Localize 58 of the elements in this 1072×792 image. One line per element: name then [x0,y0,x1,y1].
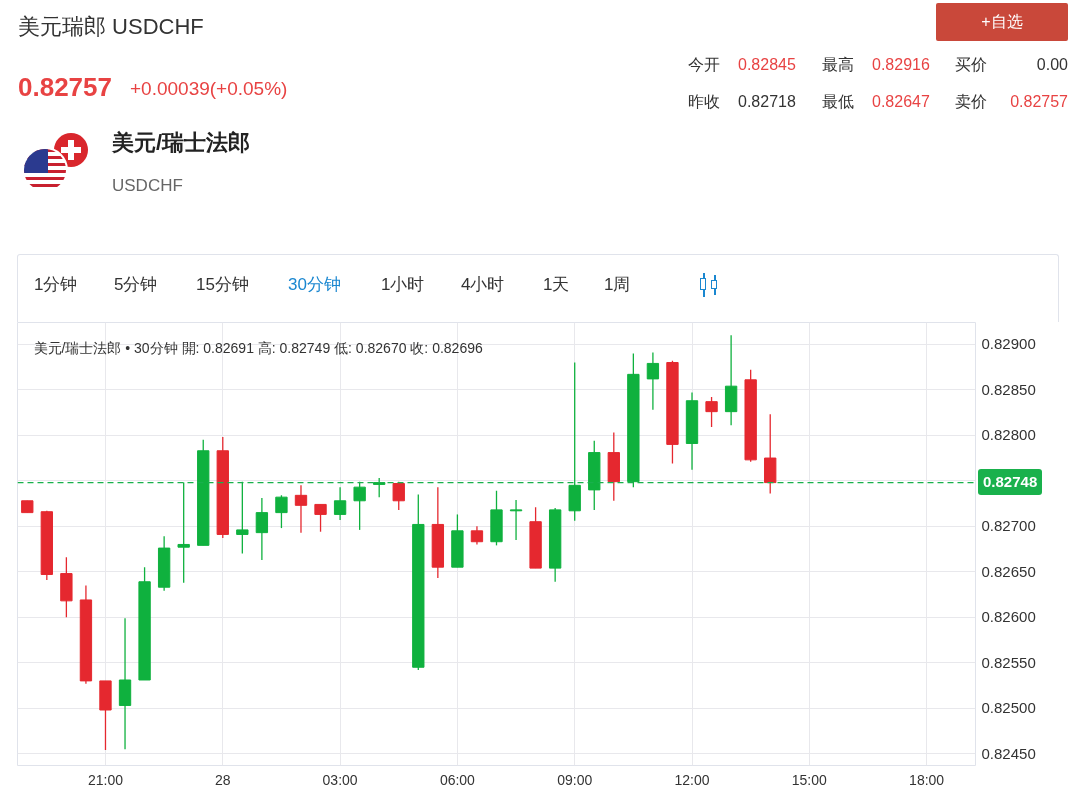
y-tick-label: 0.82850 [981,380,1036,398]
candlestick [294,484,308,534]
text: 1周 [604,275,631,296]
x-tick-label: 18:00 [909,771,945,788]
candlestick [353,481,366,531]
text: 1小时 [381,275,425,296]
text: 最高 [822,55,854,75]
y-tick-label: 0.82900 [981,335,1036,353]
candlestick [705,396,718,428]
chart-title: 美元瑞郎 USDCHF [18,14,204,41]
text: +0.00039(+0.05%) [130,78,288,101]
text: 0.82845 [738,55,796,75]
x-tick-label: 21:00 [87,771,124,788]
y-tick-label: 0.82650 [981,562,1036,580]
candlestick [314,503,327,533]
text: 今开 [688,55,720,75]
y-tick-label: 0.82700 [981,517,1036,535]
y-tick-label: 0.82600 [981,608,1036,626]
candlestick [236,481,249,555]
text: 美元/瑞士法郎 [112,130,251,157]
candlestick [333,486,347,521]
ref-line-label: 0.82748 [978,469,1043,495]
x-tick-label: 12:00 [674,771,710,788]
text: 4小时 [461,275,505,296]
text: 最低 [822,92,854,112]
text: +自选 [936,3,1068,41]
text: 昨收 [688,92,720,112]
text: 0.82757 [18,72,112,104]
candlestick [646,351,660,411]
x-tick-label: 15:00 [791,771,828,788]
y-tick-label: 0.82800 [981,426,1036,444]
y-tick-label: 0.82550 [981,653,1036,671]
candlestick [255,497,269,561]
x-tick-label: 28 [215,771,231,788]
text: 1天 [543,275,570,296]
text: 卖价 [955,92,987,112]
x-tick-label: 03:00 [322,771,358,788]
text: 15分钟 [196,275,249,296]
text: 5分钟 [114,275,158,296]
annotation: 美元/瑞士法郎 • 30分钟 開: 0.82691 高: 0.82749 低: 0.82670 收: 0.82696 [33,339,483,356]
text: 1分钟 [34,275,78,296]
text: 0.82916 [872,55,930,75]
x-tick-label: 06:00 [439,771,476,788]
candlestick [509,499,523,541]
text: 30分钟 [288,275,341,296]
candlestick [470,525,484,546]
text: USDCHF [112,176,183,197]
candlestick [177,481,190,584]
y-tick-label: 0.82450 [981,744,1036,762]
y-tick-label: 0.82500 [981,699,1036,717]
text: 0.82718 [738,92,796,112]
x-tick-label: 09:00 [557,771,593,788]
text: 0.82647 [872,92,930,112]
text: 0.00 [1036,55,1068,75]
text: 0.82757 [1010,92,1068,112]
candlestick [392,481,405,511]
text: 买价 [955,55,987,75]
candlestick [275,494,288,529]
